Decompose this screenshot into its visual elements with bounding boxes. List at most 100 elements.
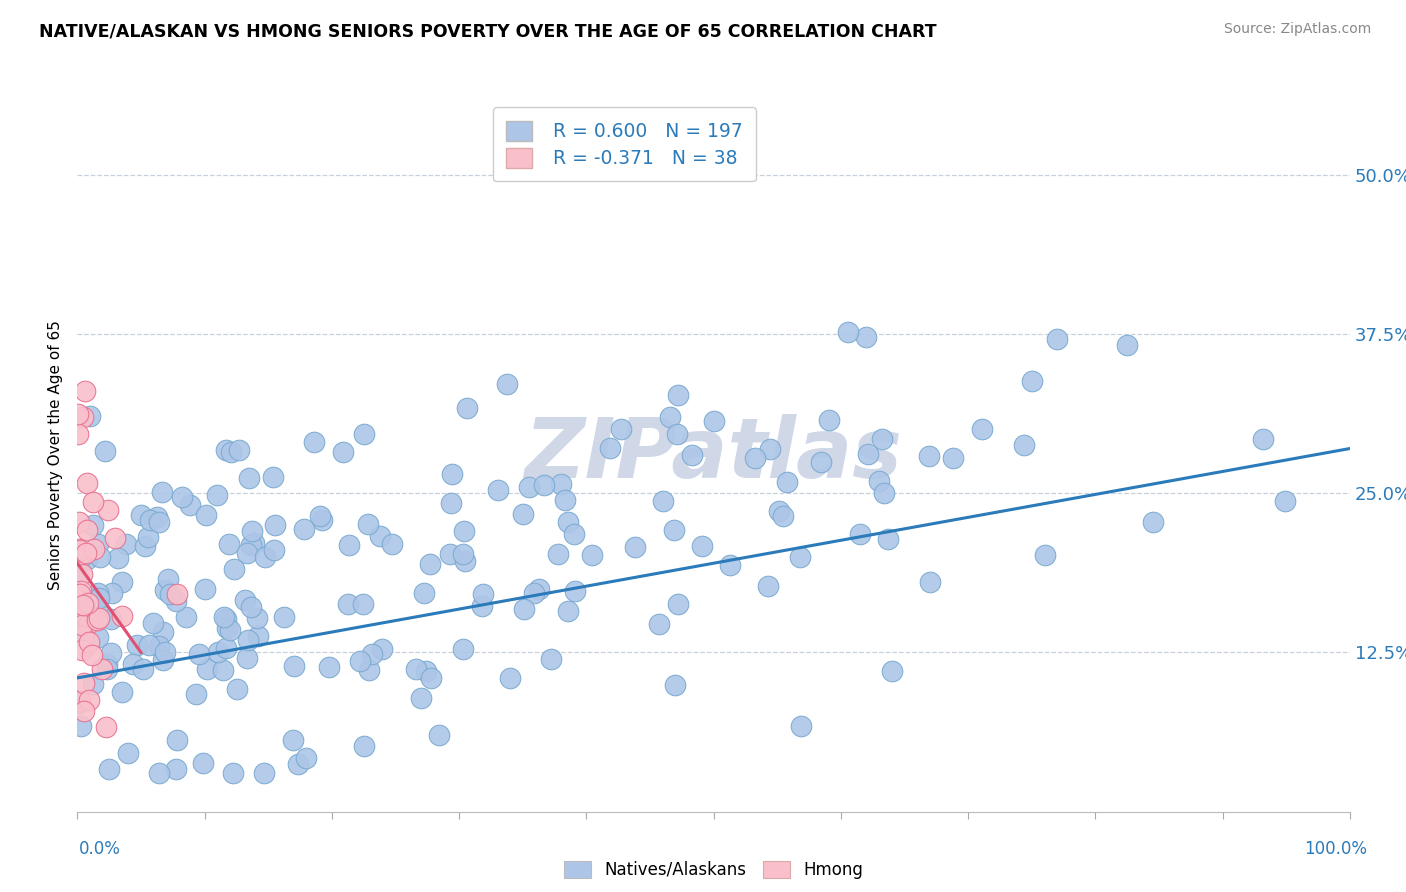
Point (76, 523, 98, 537)
Point (318, 660, 340, 674)
Point (77, 609, 100, 624)
Point (718, 558, 741, 573)
Point (247, 629, 270, 643)
Point (496, 376, 519, 391)
Point (238, 633, 260, 648)
Point (134, 539, 156, 553)
Point (138, 638, 160, 652)
Point (523, 586, 546, 600)
Point (146, 510, 169, 524)
Point (311, 513, 333, 527)
Point (876, 533, 898, 547)
Point (127, 639, 149, 653)
Point (337, 538, 360, 552)
Point (188, 647, 211, 661)
Point (599, 442, 621, 456)
Point (194, 508, 217, 522)
Point (82, 494, 104, 508)
Point (427, 728, 450, 742)
Point (744, 450, 766, 465)
Point (235, 651, 257, 665)
Point (471, 599, 494, 614)
Point (218, 537, 240, 551)
Point (349, 654, 371, 668)
Point (166, 733, 188, 747)
Point (371, 641, 394, 656)
Point (153, 582, 176, 597)
Point (283, 658, 305, 673)
Point (453, 547, 475, 561)
Point (233, 593, 256, 607)
Point (610, 422, 633, 436)
Point (72, 624, 94, 638)
Point (664, 523, 686, 537)
Point (73, 704, 96, 718)
Point (152, 653, 174, 667)
Point (849, 527, 872, 541)
Point (776, 475, 799, 489)
Point (666, 597, 689, 611)
Point (67, 544, 90, 558)
Point (76, 476, 98, 491)
Point (165, 762, 187, 776)
Point (273, 610, 295, 624)
Point (77, 635, 100, 649)
Point (292, 522, 315, 536)
Point (855, 330, 877, 344)
Point (91, 662, 114, 676)
Point (66, 407, 89, 421)
Point (150, 484, 173, 499)
Point (412, 586, 434, 600)
Point (129, 508, 152, 523)
Point (87, 591, 110, 606)
Point (94, 443, 117, 458)
Point (240, 600, 263, 615)
Point (564, 583, 586, 598)
Point (86, 586, 108, 600)
Point (205, 488, 228, 502)
Point (295, 750, 318, 764)
Point (89, 611, 111, 625)
Point (70, 566, 93, 581)
Point (179, 499, 201, 513)
Point (554, 492, 576, 507)
Point (557, 516, 579, 530)
Point (512, 601, 534, 615)
Point (222, 766, 245, 780)
Point (222, 562, 245, 576)
Point (972, 422, 994, 436)
Point (540, 652, 562, 666)
Point (97, 503, 120, 517)
Point (86, 613, 108, 627)
Point (75, 384, 97, 399)
Point (132, 662, 155, 676)
Point (942, 451, 965, 466)
Point (86, 630, 108, 644)
Point (115, 537, 138, 551)
Point (174, 609, 197, 624)
Point (759, 442, 782, 456)
Text: 100.0%: 100.0% (1303, 840, 1367, 858)
Point (287, 756, 309, 771)
Y-axis label: Seniors Poverty Over the Age of 65: Seniors Poverty Over the Age of 65 (48, 320, 63, 590)
Point (253, 766, 276, 780)
Point (692, 539, 714, 553)
Point (562, 527, 585, 541)
Point (69, 552, 91, 566)
Point (768, 504, 790, 518)
Point (117, 747, 139, 761)
Point (471, 587, 494, 601)
Text: ZIPatlas: ZIPatlas (524, 415, 903, 495)
Point (77, 693, 100, 707)
Point (264, 517, 287, 532)
Point (82, 648, 104, 662)
Point (89, 607, 111, 622)
Point (89, 549, 111, 564)
Point (148, 515, 170, 529)
Point (1251, 432, 1274, 446)
Point (228, 443, 250, 458)
Point (66, 696, 89, 710)
Point (664, 678, 686, 692)
Point (69, 547, 91, 561)
Point (357, 516, 380, 531)
